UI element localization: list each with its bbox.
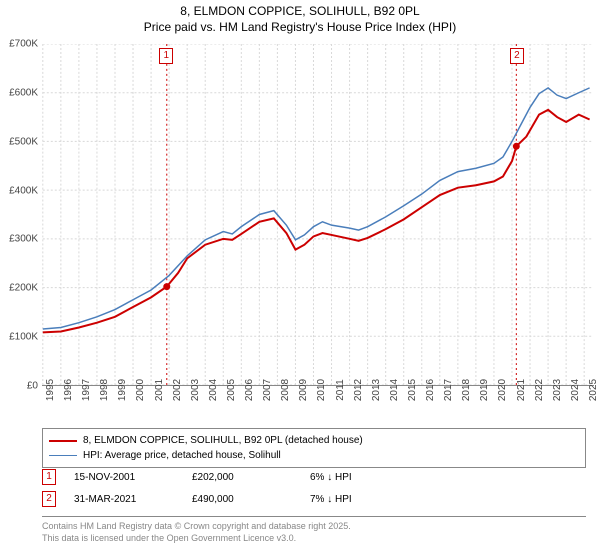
x-tick-label: 2012 (353, 379, 364, 401)
x-tick-label: 1999 (117, 379, 128, 401)
legend-row: 8, ELMDON COPPICE, SOLIHULL, B92 0PL (de… (49, 433, 579, 448)
footer-line-1: Contains HM Land Registry data © Crown c… (42, 521, 586, 533)
x-axis-labels: 1995199619971998199920002001200220032004… (42, 390, 594, 426)
sale-table: 1 15-NOV-2001 £202,000 6% ↓ HPI 2 31-MAR… (42, 466, 586, 510)
sale-date: 15-NOV-2001 (74, 472, 174, 483)
x-tick-label: 2014 (389, 379, 400, 401)
sale-price: £490,000 (192, 494, 292, 505)
y-axis-labels: £0£100K£200K£300K£400K£500K£600K£700K (0, 44, 40, 386)
x-tick-label: 1996 (63, 379, 74, 401)
legend: 8, ELMDON COPPICE, SOLIHULL, B92 0PL (de… (42, 428, 586, 468)
x-tick-label: 2016 (425, 379, 436, 401)
legend-swatch (49, 440, 77, 442)
x-tick-label: 2022 (534, 379, 545, 401)
chart-svg (42, 44, 594, 385)
plot-area: 12 (42, 44, 594, 386)
footer: Contains HM Land Registry data © Crown c… (42, 516, 586, 544)
y-tick-label: £500K (9, 136, 38, 147)
x-tick-label: 1998 (99, 379, 110, 401)
x-tick-label: 2018 (461, 379, 472, 401)
x-tick-label: 2021 (516, 379, 527, 401)
x-tick-label: 2023 (552, 379, 563, 401)
x-tick-label: 2020 (497, 379, 508, 401)
y-tick-label: £300K (9, 234, 38, 245)
x-tick-label: 2003 (190, 379, 201, 401)
sale-row: 2 31-MAR-2021 £490,000 7% ↓ HPI (42, 488, 586, 510)
y-tick-label: £400K (9, 185, 38, 196)
x-tick-label: 2005 (226, 379, 237, 401)
legend-label: HPI: Average price, detached house, Soli… (83, 448, 281, 463)
x-tick-label: 2011 (335, 379, 346, 401)
sale-index-box: 2 (42, 491, 56, 507)
x-tick-label: 2017 (443, 379, 454, 401)
x-tick-label: 2008 (280, 379, 291, 401)
sale-row: 1 15-NOV-2001 £202,000 6% ↓ HPI (42, 466, 586, 488)
x-tick-label: 2015 (407, 379, 418, 401)
y-tick-label: £0 (27, 381, 38, 392)
x-tick-label: 2007 (262, 379, 273, 401)
x-tick-label: 2001 (154, 379, 165, 401)
sale-delta: 6% ↓ HPI (310, 472, 410, 483)
x-tick-label: 2004 (208, 379, 219, 401)
x-tick-label: 2000 (135, 379, 146, 401)
x-tick-label: 2010 (316, 379, 327, 401)
legend-label: 8, ELMDON COPPICE, SOLIHULL, B92 0PL (de… (83, 433, 363, 448)
chart-title: 8, ELMDON COPPICE, SOLIHULL, B92 0PL (0, 0, 600, 20)
x-tick-label: 2024 (570, 379, 581, 401)
chart-container: 8, ELMDON COPPICE, SOLIHULL, B92 0PL Pri… (0, 0, 600, 560)
x-tick-label: 2006 (244, 379, 255, 401)
footer-line-2: This data is licensed under the Open Gov… (42, 533, 586, 545)
y-tick-label: £100K (9, 332, 38, 343)
sale-marker-box: 1 (159, 48, 173, 64)
x-tick-label: 2019 (479, 379, 490, 401)
y-tick-label: £600K (9, 87, 38, 98)
sale-price: £202,000 (192, 472, 292, 483)
chart-subtitle: Price paid vs. HM Land Registry's House … (0, 20, 600, 34)
y-tick-label: £700K (9, 39, 38, 50)
x-tick-label: 1997 (81, 379, 92, 401)
sale-index-box: 1 (42, 469, 56, 485)
x-tick-label: 2025 (588, 379, 599, 401)
legend-swatch (49, 455, 77, 457)
x-tick-label: 2002 (172, 379, 183, 401)
x-tick-label: 1995 (45, 379, 56, 401)
y-tick-label: £200K (9, 283, 38, 294)
x-tick-label: 2009 (298, 379, 309, 401)
x-tick-label: 2013 (371, 379, 382, 401)
legend-row: HPI: Average price, detached house, Soli… (49, 448, 579, 463)
sale-marker-box: 2 (510, 48, 524, 64)
sale-delta: 7% ↓ HPI (310, 494, 410, 505)
sale-date: 31-MAR-2021 (74, 494, 174, 505)
